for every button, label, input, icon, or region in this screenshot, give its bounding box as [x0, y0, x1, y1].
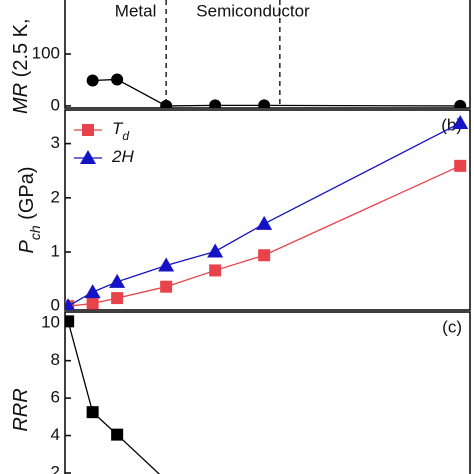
- point: [111, 292, 124, 305]
- region-label: Semiconductor: [196, 1, 310, 20]
- point: [86, 406, 99, 419]
- y-axis-label-part: ch: [27, 225, 43, 240]
- y-axis-label-part: RRR: [10, 388, 32, 431]
- point: [86, 74, 99, 87]
- point: [209, 99, 222, 108]
- y-tick-label: 8: [51, 350, 60, 369]
- point: [158, 257, 175, 272]
- series-line: [68, 165, 461, 307]
- point: [84, 284, 101, 299]
- y-tick-label: 2: [51, 462, 60, 474]
- point: [258, 99, 271, 108]
- legend-symbol: [80, 150, 96, 164]
- y-axis-label-part: (GPa): [16, 166, 38, 225]
- y-axis-label: MR (2.5 K,: [10, 18, 32, 114]
- y-tick-label: 3: [51, 133, 60, 152]
- legend-name: 2H: [111, 147, 134, 166]
- y-tick-label: 0: [51, 296, 60, 315]
- y-tick-label: 1: [51, 241, 60, 260]
- point: [65, 298, 75, 310]
- panel: 2 4 6 8 10 RRR (c): [10, 311, 471, 474]
- legend-symbol: [82, 124, 94, 136]
- point: [452, 115, 469, 130]
- panel-label: (c): [442, 317, 462, 336]
- plot-area: [86, 73, 467, 108]
- y-tick-label: 10: [41, 313, 60, 332]
- point: [86, 297, 99, 310]
- plot-area: [65, 315, 161, 474]
- y-tick-label: 100: [32, 44, 60, 63]
- y-axis-label: RRR: [10, 388, 32, 431]
- point: [454, 99, 467, 108]
- y-axis-label-part: P: [16, 240, 38, 254]
- point: [209, 264, 222, 277]
- region-label: Metal: [115, 1, 157, 20]
- plot-frame: [64, 311, 471, 474]
- plot-area: [65, 115, 469, 310]
- y-tick-label: 4: [51, 425, 60, 444]
- point: [256, 215, 273, 230]
- series-line: [67, 321, 161, 474]
- legend-label: Td: [112, 119, 129, 143]
- point: [207, 243, 224, 258]
- plot-frame: [64, 109, 471, 311]
- legend-label: 2H: [111, 147, 134, 166]
- y-tick-label: 2: [51, 187, 60, 206]
- y-axis-label-part: MR: [10, 83, 32, 114]
- series-line: [92, 78, 461, 107]
- legend-name: T: [112, 119, 124, 138]
- point: [160, 280, 173, 293]
- y-tick-label: 0: [51, 95, 60, 114]
- point: [65, 315, 75, 328]
- point: [160, 99, 173, 108]
- point: [111, 73, 124, 86]
- point: [454, 159, 467, 172]
- y-axis-label-part: (2.5 K,: [10, 18, 32, 82]
- point: [109, 273, 126, 288]
- legend-name-sub: d: [122, 129, 129, 143]
- point: [258, 249, 271, 262]
- point: [111, 428, 124, 441]
- y-axis-label: Pch (GPa): [16, 166, 42, 253]
- y-tick-label: 6: [51, 388, 60, 407]
